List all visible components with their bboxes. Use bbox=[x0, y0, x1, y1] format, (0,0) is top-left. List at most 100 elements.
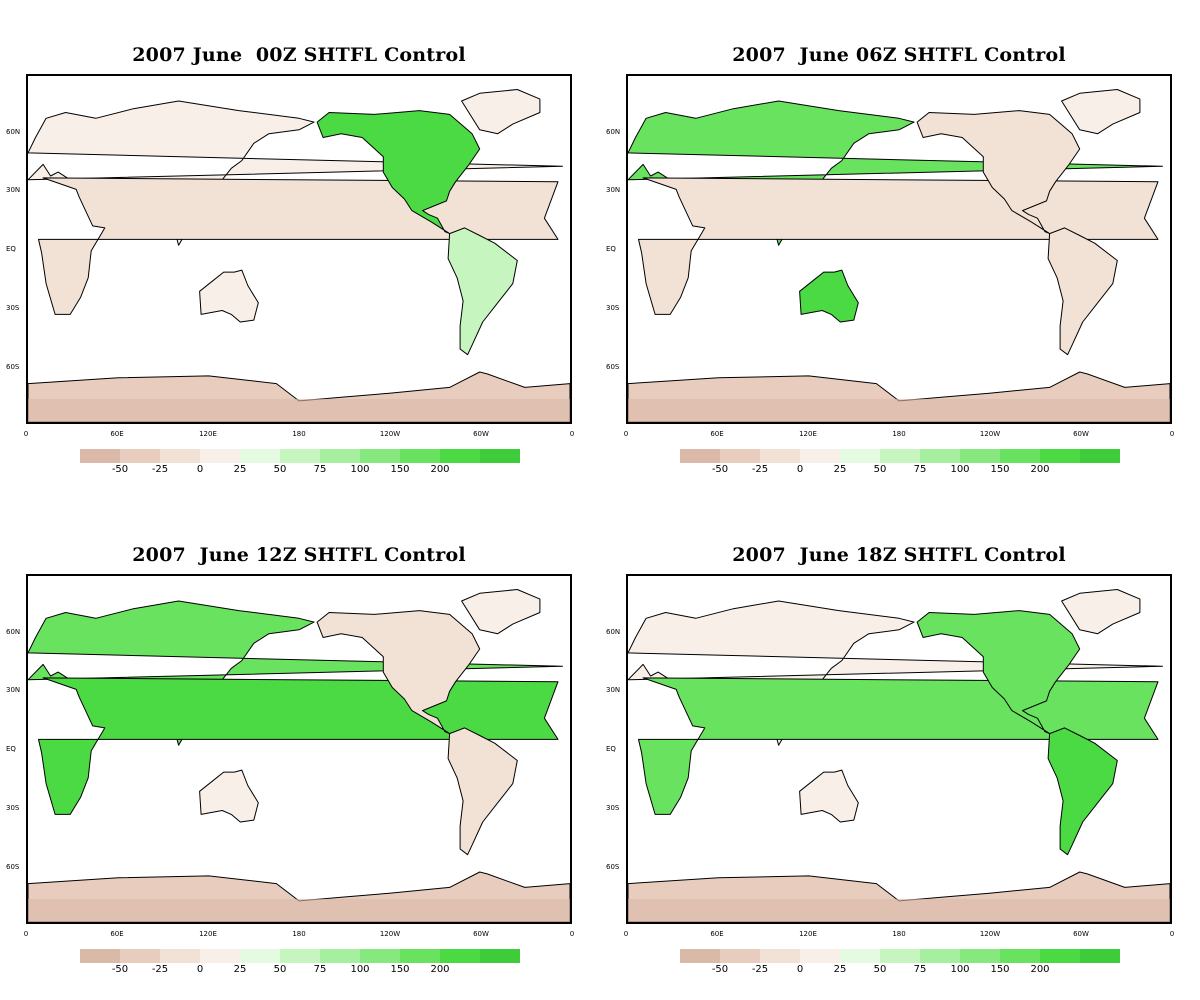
landmass-greenland bbox=[1061, 589, 1141, 635]
longitude-label: 180 bbox=[892, 930, 906, 938]
landmass-australia bbox=[199, 269, 259, 323]
latitude-label: EQ bbox=[606, 245, 616, 253]
colorbar-label: 100 bbox=[950, 964, 970, 975]
longitude-label: 120E bbox=[799, 930, 817, 938]
latitude-label: 60N bbox=[6, 628, 21, 636]
colorbar-swatch bbox=[920, 449, 960, 463]
colorbar-swatch bbox=[480, 449, 520, 463]
longitude-label: 0 bbox=[569, 430, 575, 438]
panel-title: 2007 June 18Z SHTFL Control bbox=[732, 544, 1066, 566]
colorbar-label: 75 bbox=[913, 464, 927, 475]
longitude-label: 120E bbox=[199, 930, 217, 938]
longitude-label: 60W bbox=[473, 430, 489, 438]
colorbar-label: 150 bbox=[390, 964, 410, 975]
map-svg bbox=[28, 89, 570, 422]
colorbar-swatch bbox=[280, 949, 320, 963]
landmass-greenland bbox=[1061, 89, 1141, 135]
colorbar-swatch bbox=[400, 449, 440, 463]
colorbar-swatch bbox=[160, 449, 200, 463]
latitude-label: 60S bbox=[6, 363, 20, 371]
landmass-northAmerica bbox=[916, 110, 1081, 235]
landmass-africa bbox=[638, 677, 1159, 815]
map-frame bbox=[26, 574, 572, 924]
colorbar-label: 25 bbox=[233, 964, 247, 975]
longitude-label: 60E bbox=[110, 930, 124, 938]
colorbar-swatch bbox=[200, 449, 240, 463]
map-panel: 2007 June 00Z SHTFL Control 60N 30N EQ 30S 60… bbox=[0, 0, 600, 500]
landmass-australia bbox=[799, 269, 859, 323]
latitude-label: 60N bbox=[6, 128, 21, 136]
latitude-label: 60S bbox=[606, 863, 620, 871]
latitude-label: 30N bbox=[606, 186, 621, 194]
colorbar-label: -50 bbox=[111, 464, 129, 475]
longitude-label: 60W bbox=[1073, 930, 1089, 938]
colorbar-label: 200 bbox=[1030, 464, 1050, 475]
longitude-label: 180 bbox=[292, 930, 306, 938]
colorbar-label: 50 bbox=[873, 964, 887, 975]
colorbar-swatch bbox=[760, 449, 800, 463]
latitude-label: 30N bbox=[6, 686, 21, 694]
colorbar-swatch bbox=[1000, 449, 1040, 463]
longitude-label: 0 bbox=[23, 930, 29, 938]
antarctic-interior bbox=[628, 898, 1170, 922]
colorbar-label: -25 bbox=[151, 964, 169, 975]
colorbar-label: 25 bbox=[833, 464, 847, 475]
landmass-northAmerica bbox=[916, 610, 1081, 735]
colorbar-label: 25 bbox=[833, 964, 847, 975]
colorbar-label: 200 bbox=[430, 964, 450, 975]
colorbar-swatch bbox=[280, 449, 320, 463]
longitude-label: 0 bbox=[1169, 930, 1175, 938]
colorbar-swatch bbox=[120, 949, 160, 963]
colorbar-swatch bbox=[680, 949, 720, 963]
colorbar-label: 50 bbox=[273, 964, 287, 975]
colorbar-swatch bbox=[120, 449, 160, 463]
latitude-label: 30S bbox=[6, 804, 20, 812]
longitude-label: 0 bbox=[1169, 430, 1175, 438]
colorbar-label: -50 bbox=[111, 964, 129, 975]
colorbar-swatch bbox=[200, 949, 240, 963]
map-panel: 2007 June 18Z SHTFL Control 60N 30N EQ 30S 60… bbox=[600, 500, 1200, 1000]
colorbar-swatch bbox=[880, 949, 920, 963]
panel-title: 2007 June 00Z SHTFL Control bbox=[132, 44, 466, 66]
colorbar-label: -50 bbox=[711, 464, 729, 475]
landmass-africa bbox=[38, 677, 559, 815]
longitude-label: 180 bbox=[292, 430, 306, 438]
panel-title: 2007 June 12Z SHTFL Control bbox=[132, 544, 466, 566]
colorbar bbox=[680, 949, 1120, 963]
longitude-label: 60W bbox=[1073, 430, 1089, 438]
map-frame bbox=[26, 74, 572, 424]
colorbar bbox=[80, 949, 520, 963]
antarctic-interior bbox=[628, 398, 1170, 422]
colorbar-swatch bbox=[400, 949, 440, 963]
colorbar-label: 150 bbox=[990, 464, 1010, 475]
colorbar-swatch bbox=[720, 449, 760, 463]
colorbar-label: 150 bbox=[390, 464, 410, 475]
colorbar-swatch bbox=[760, 949, 800, 963]
latitude-label: 60N bbox=[606, 128, 621, 136]
colorbar-swatch bbox=[240, 449, 280, 463]
colorbar-label: 100 bbox=[950, 464, 970, 475]
colorbar-label: -25 bbox=[151, 464, 169, 475]
longitude-label: 60E bbox=[710, 930, 724, 938]
colorbar-swatch bbox=[840, 449, 880, 463]
latitude-label: 60N bbox=[606, 628, 621, 636]
landmass-southAmerica bbox=[447, 227, 518, 356]
colorbar-swatch bbox=[360, 449, 400, 463]
longitude-label: 120W bbox=[979, 430, 1001, 438]
colorbar-swatch bbox=[80, 949, 120, 963]
map-panel: 2007 June 12Z SHTFL Control 60N 30N EQ 30S 60… bbox=[0, 500, 600, 1000]
colorbar-swatch bbox=[920, 949, 960, 963]
longitude-label: 120W bbox=[379, 930, 401, 938]
longitude-label: 120E bbox=[799, 430, 817, 438]
colorbar-swatch bbox=[1080, 949, 1120, 963]
latitude-label: 30S bbox=[606, 304, 620, 312]
colorbar-label: 75 bbox=[313, 964, 327, 975]
latitude-label: EQ bbox=[606, 745, 616, 753]
colorbar-label: 100 bbox=[350, 964, 370, 975]
latitude-label: 30N bbox=[6, 186, 21, 194]
latitude-label: 30N bbox=[606, 686, 621, 694]
colorbar-swatch bbox=[1040, 949, 1080, 963]
colorbar-swatch bbox=[680, 449, 720, 463]
latitude-label: 60S bbox=[6, 863, 20, 871]
latitude-label: 60S bbox=[606, 363, 620, 371]
